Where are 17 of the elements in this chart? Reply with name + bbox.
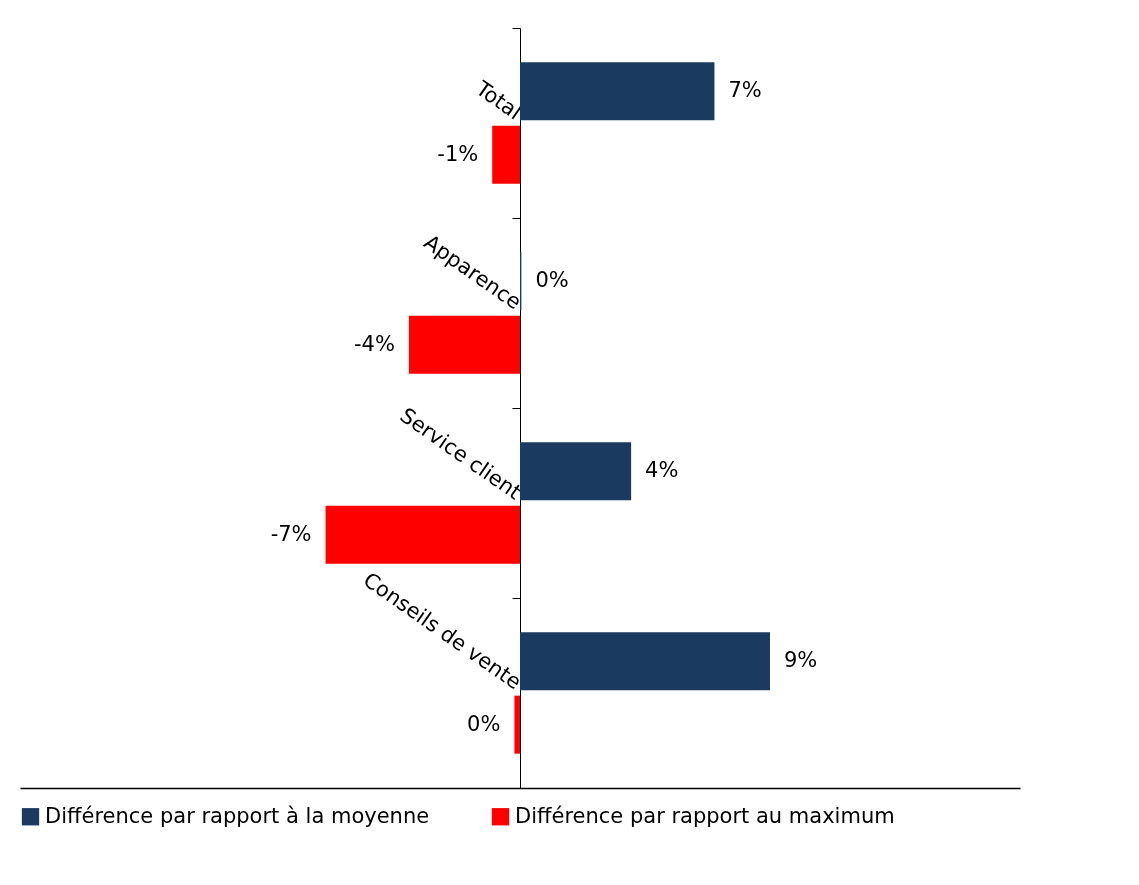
legend-label: Différence par rapport à la moyenne	[45, 803, 430, 828]
data-label: -1%	[437, 141, 479, 166]
bar	[408, 315, 520, 374]
data-label: 0%	[535, 268, 569, 293]
data-label: 9%	[784, 648, 818, 673]
data-label: 7%	[728, 78, 762, 103]
data-label: -4%	[353, 331, 395, 356]
data-label: -7%	[270, 521, 312, 546]
bar	[492, 125, 520, 184]
bar	[514, 695, 520, 754]
bar	[520, 632, 770, 691]
data-label: 4%	[645, 458, 679, 483]
data-label: 0%	[467, 711, 501, 736]
bar	[325, 505, 520, 564]
bar	[520, 62, 715, 121]
bar	[520, 442, 632, 501]
legend-label: Différence par rapport au maximum	[515, 803, 895, 828]
